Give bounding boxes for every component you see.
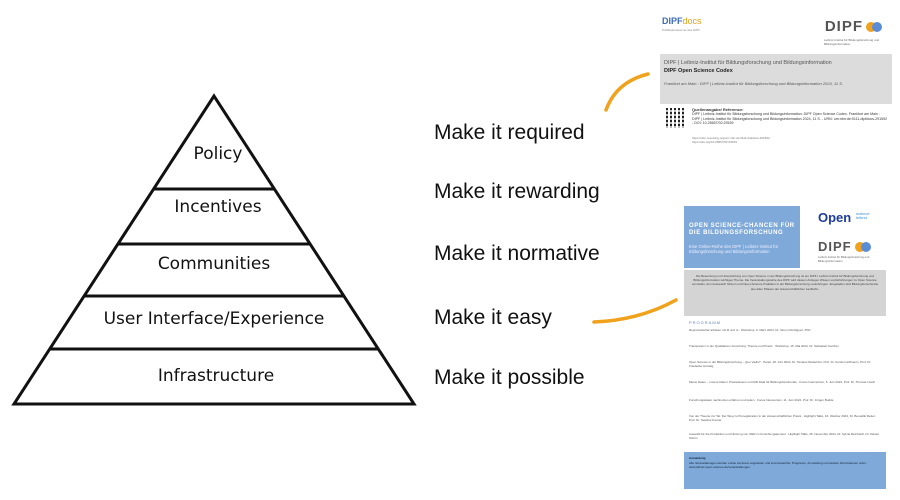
flyer-footer: Anmeldung Alle Veranstaltungen werden on… [684, 452, 886, 489]
event-item: Auswahl für die Produktion und Nutzung v… [689, 432, 879, 440]
codex-url-urn: https://nbn-resolving.org/urn:nbn:de:011… [692, 136, 770, 140]
layer-policy: Policy [194, 144, 243, 164]
slogan-possible: Make it possible [434, 366, 585, 389]
layer-pyramid: Policy Incentives Communities User Inter… [11, 93, 417, 406]
reference-heading: Quellenangabe/ Reference: [692, 107, 744, 112]
program-heading: PROGRAMM [689, 320, 721, 325]
flyer-intro-text: Die Bewertung und Unterstützung von Open… [691, 274, 879, 291]
codex-title-box: DIPF | Leibniz-Institut für Bildungsfors… [660, 54, 892, 104]
footer-url: www.leibniz-open-science.de/veranstaltun… [689, 465, 750, 469]
open-sub-leibniz: leibniz [856, 215, 868, 221]
slogan-easy: Make it easy [434, 306, 552, 329]
event-item: Meine Daten – unsere Daten: Praxiswissen… [689, 380, 876, 384]
dipf-logo-flyer: DIPF [818, 239, 871, 255]
flyer-intro-box: Die Bewertung und Unterstützung von Open… [684, 270, 886, 316]
flyer-banner: OPEN SCIENCE-CHANCEN FÜR DIE BILDUNGSFOR… [684, 206, 800, 268]
dipf-logo-subtitle: Leibniz-Institut für Bildungsforschung u… [824, 38, 880, 46]
dipf-logo-flyer-subtitle: Leibniz-Institut für Bildungsforschung u… [818, 255, 870, 263]
codex-reference: Quellenangabe/ Reference: DIPF | Leibniz… [692, 107, 888, 126]
open-science-logo: Open [818, 210, 852, 225]
dipfdocs-logo-b: docs [682, 16, 702, 26]
event-item: Von der Theorie zur Tat: Der Weg zu Prer… [689, 414, 876, 422]
layer-user-interface: User Interface/Experience [104, 309, 325, 329]
event-item: Reproduzierbar arbeiten mit R und rs · W… [689, 328, 811, 332]
flyer-footer-text: Anmeldung Alle Veranstaltungen werden on… [689, 456, 879, 470]
dipf-dots-icon [854, 240, 871, 255]
layer-communities: Communities [158, 254, 271, 274]
pyramid-outline [11, 93, 417, 406]
dipf-logo-flyer-text: DIPF [818, 239, 852, 254]
codex-urls: https://nbn-resolving.org/urn:nbn:de:011… [692, 136, 770, 144]
codex-org-line: DIPF | Leibniz-Institut für Bildungsfors… [664, 60, 832, 66]
connector-easy-arrow [592, 298, 678, 324]
layer-incentives: Incentives [174, 197, 261, 217]
footer-body: Alle Veranstaltungen werden online via Z… [689, 460, 867, 465]
event-item: Open Science in der Bildungsforschung – … [689, 360, 872, 368]
codex-document-thumbnail: DIPFdocs Publikationsserver des DIPF DIP… [660, 12, 892, 160]
flyer-title: OPEN SCIENCE-CHANCEN FÜR DIE BILDUNGSFOR… [689, 223, 795, 236]
dipfdocs-logo: DIPFdocs [662, 16, 702, 26]
footer-heading: Anmeldung [689, 456, 706, 460]
qr-code-icon [666, 108, 686, 128]
open-sub-science: science [856, 211, 870, 216]
event-item: Forschungsdaten nachnutzen erfahren und … [689, 398, 834, 402]
dipf-dots-icon [866, 19, 882, 36]
open-science-logo-sub: science leibniz [856, 211, 870, 221]
event-item: Transparenz in der Qualitativen Forschun… [689, 344, 839, 348]
dipfdocs-logo-subtitle: Publikationsserver des DIPF [662, 28, 700, 32]
codex-title: DIPF Open Science Codex [664, 68, 733, 74]
codex-imprint: Frankfurt am Main : DIPF | Leibniz-Insti… [664, 81, 843, 86]
event-flyer-thumbnail: OPEN SCIENCE-CHANCEN FÜR DIE BILDUNGSFOR… [684, 206, 886, 489]
slogan-normative: Make it normative [434, 242, 600, 265]
dipfdocs-logo-a: DIPF [662, 16, 683, 26]
dipf-logo-text: DIPF [824, 18, 863, 35]
slogan-rewarding: Make it rewarding [434, 180, 600, 203]
reference-body: DIPF | Leibniz-Institut für Bildungsfors… [692, 112, 888, 126]
layer-infrastructure: Infrastructure [158, 366, 274, 386]
dipf-logo: DIPF [825, 18, 882, 36]
connector-required-arrow [604, 72, 650, 112]
flyer-subtitle: Eine Online-Reihe des DIPF | Leibniz-Ins… [689, 244, 779, 254]
codex-url-doi: https://doi.org/10.25657/02:29159 [692, 140, 737, 144]
slogan-required: Make it required [434, 121, 585, 144]
